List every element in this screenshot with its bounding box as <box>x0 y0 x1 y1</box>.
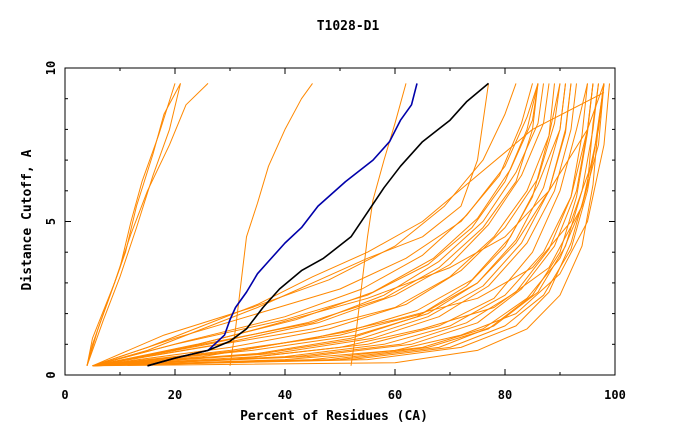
model-series-line-18 <box>92 83 605 367</box>
y-tick-label-0: 0 <box>44 371 58 378</box>
model-series-line-8 <box>92 92 605 367</box>
x-tick-label-20: 20 <box>168 388 182 402</box>
model-series-line-38 <box>92 83 539 367</box>
model-series-line-25 <box>92 83 550 367</box>
model-series-line-35 <box>92 83 594 367</box>
model-series-line-29 <box>92 83 566 367</box>
model-series-line-33 <box>92 83 572 367</box>
highlighted-series-line-1 <box>147 83 418 367</box>
y-tick-label-5: 5 <box>44 218 58 225</box>
model-series-line-22 <box>92 83 599 367</box>
x-tick-label-100: 100 <box>604 388 626 402</box>
x-tick-label-80: 80 <box>498 388 512 402</box>
model-series-line-31 <box>92 83 605 367</box>
model-series-line-3 <box>86 83 209 366</box>
model-series-line-34 <box>92 83 517 367</box>
model-series-line-20 <box>92 83 533 367</box>
x-tick-label-40: 40 <box>278 388 292 402</box>
model-series-line-19 <box>92 83 555 367</box>
chart-title: T1028-D1 <box>317 19 380 34</box>
y-tick-label-10: 10 <box>44 61 58 75</box>
plot-content <box>86 82 610 367</box>
model-series-line-17 <box>92 83 594 367</box>
model-series-line-13 <box>92 83 588 367</box>
x-tick-label-60: 60 <box>388 388 402 402</box>
model-series-line-37 <box>92 83 566 367</box>
model-series-line-23 <box>92 83 561 367</box>
model-series-line-2 <box>86 83 181 366</box>
highlighted-series-line-2 <box>147 82 490 367</box>
model-series-line-5 <box>229 83 313 366</box>
model-series-line-26 <box>92 83 577 367</box>
axes: 0 20 40 60 80 100 0 5 10 <box>44 61 626 402</box>
x-axis-label: Percent of Residues (CA) <box>240 409 428 424</box>
model-series-line-36 <box>92 83 605 367</box>
model-series-line-12 <box>92 83 610 367</box>
model-series-line-15 <box>92 83 539 367</box>
x-tick-label-0: 0 <box>61 388 68 402</box>
model-series-line-24 <box>92 83 599 367</box>
model-series-line-32 <box>92 83 539 367</box>
model-series-line-4 <box>86 83 181 366</box>
model-series-line-30 <box>92 83 594 367</box>
model-series-line-27 <box>92 83 588 367</box>
y-axis-label: Distance Cutoff, A <box>20 149 35 290</box>
model-series-line-6 <box>350 83 407 366</box>
model-series-line-28 <box>92 83 539 367</box>
model-series-line-7 <box>92 83 489 367</box>
